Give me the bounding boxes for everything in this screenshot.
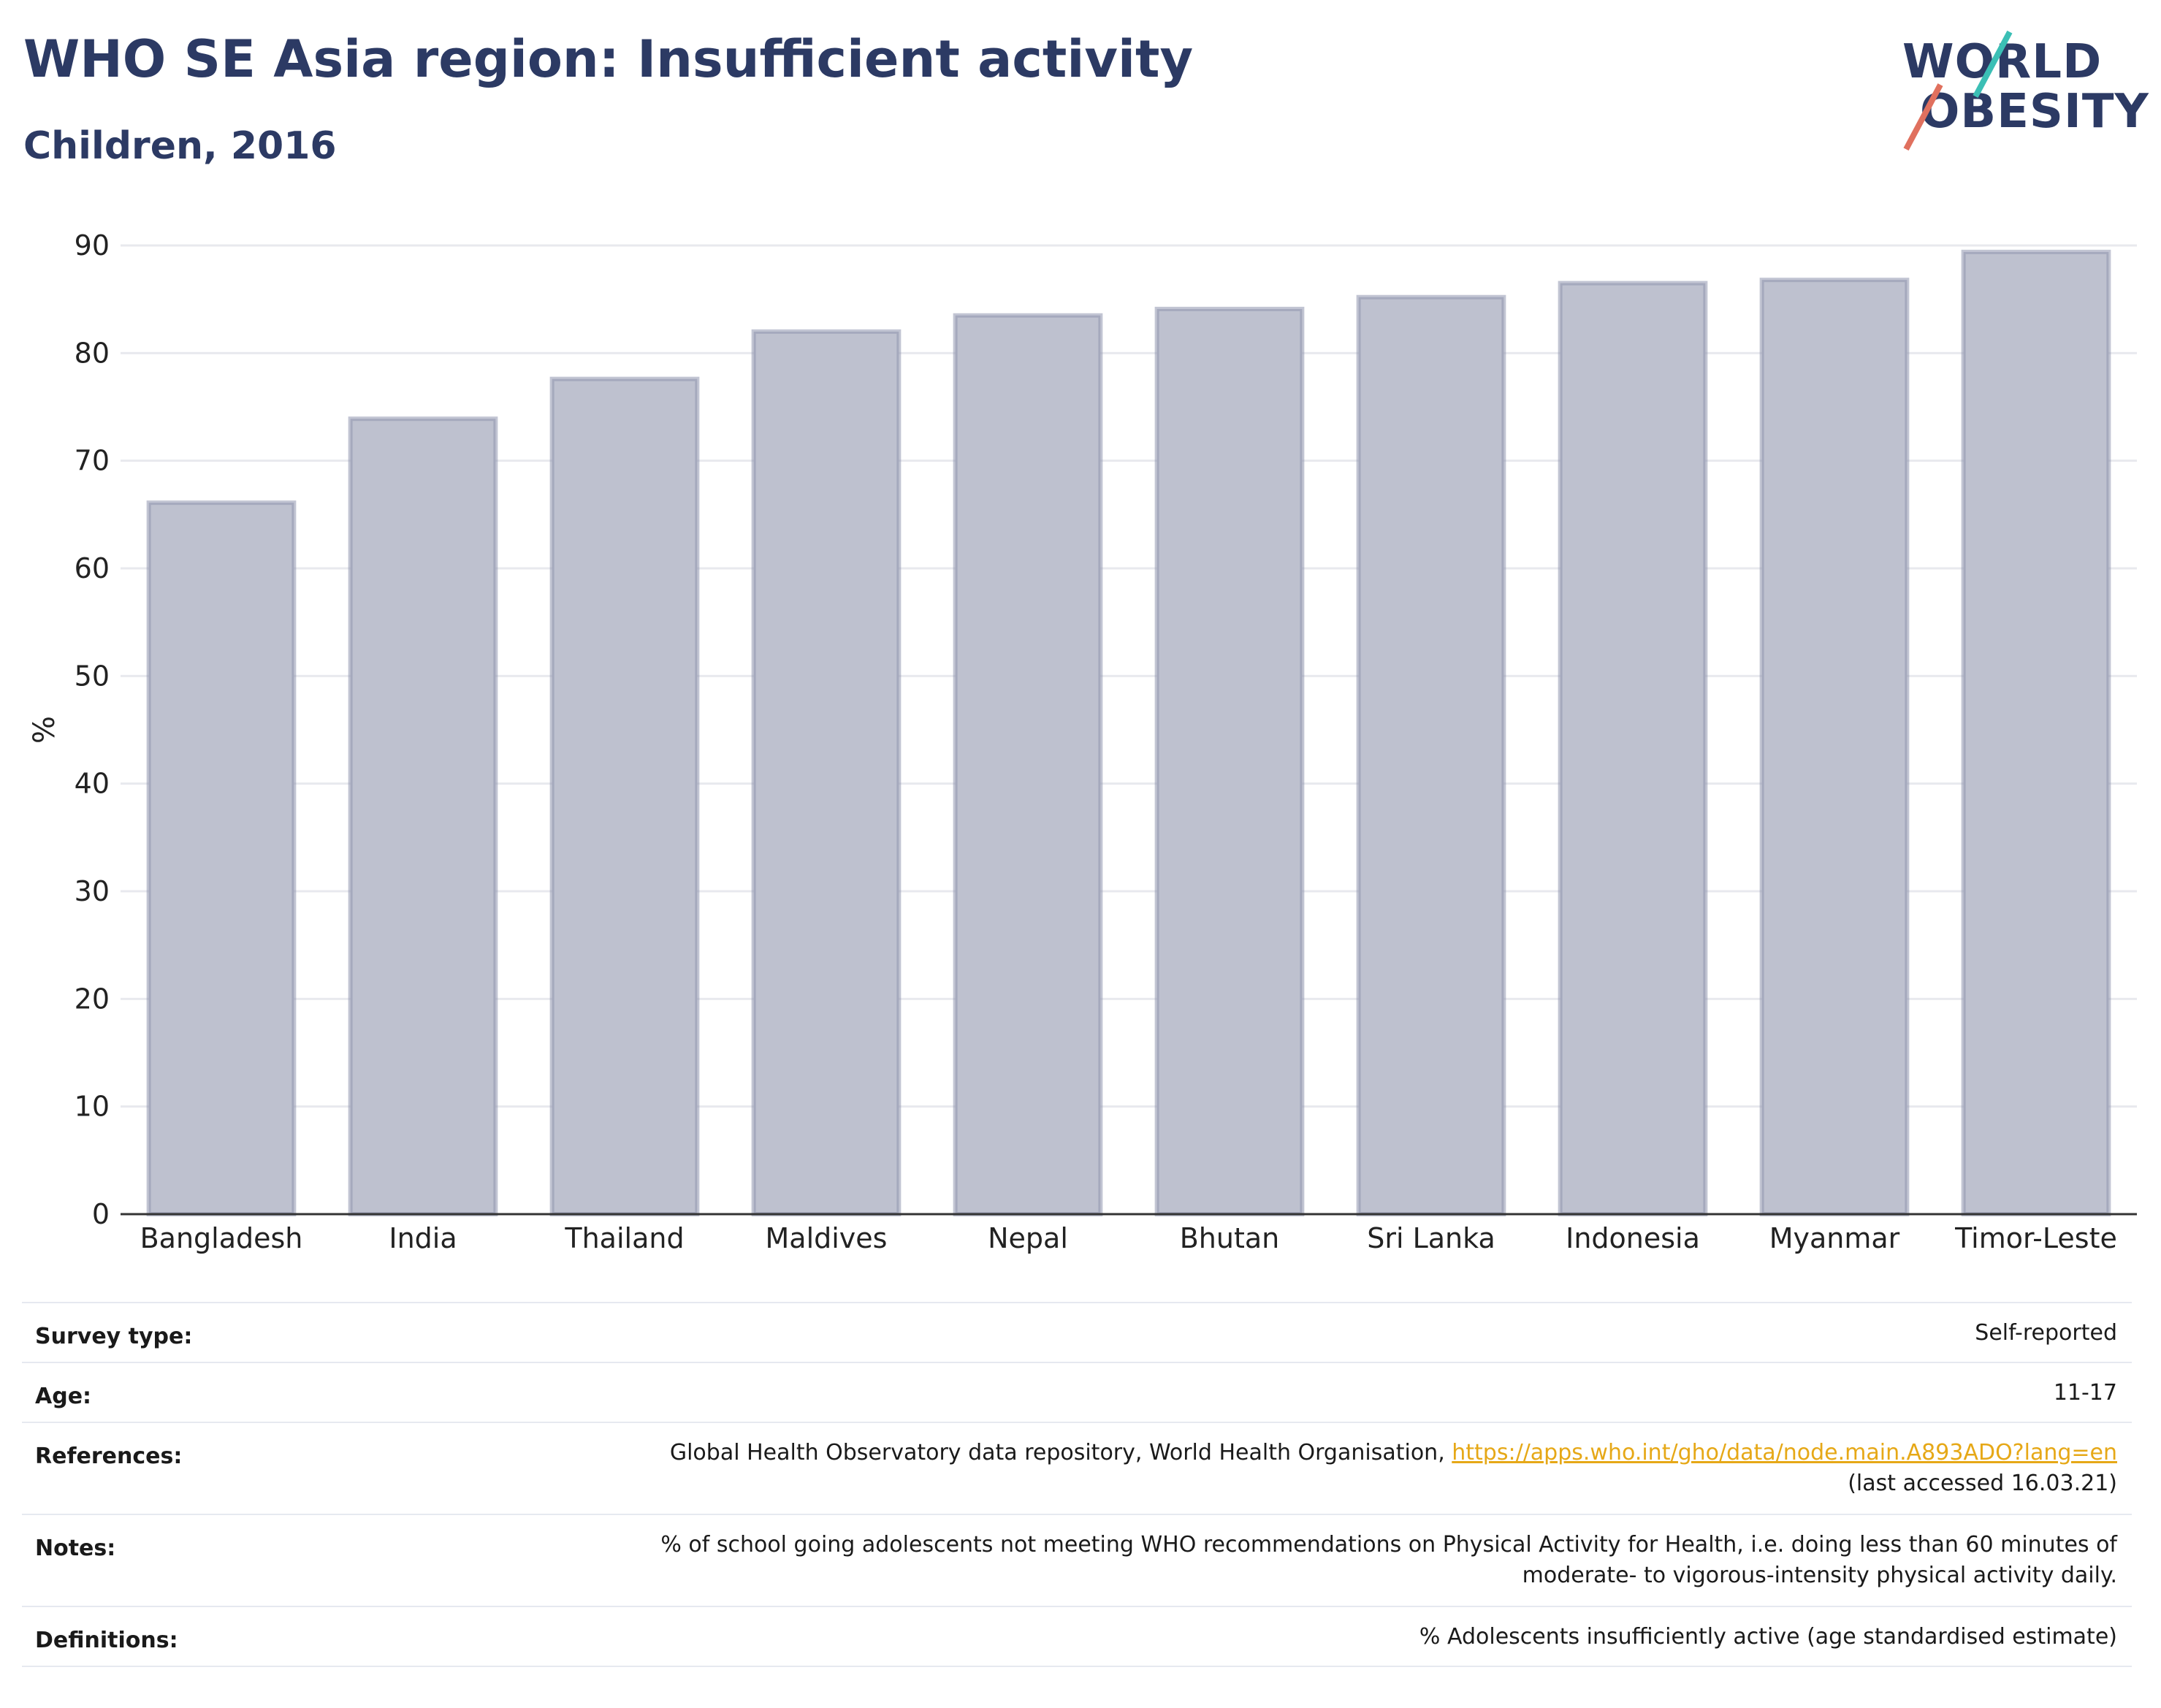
survey-type-label: Survey type: [35, 1324, 193, 1349]
y-tick-label: 80 [75, 337, 110, 369]
bar [953, 313, 1103, 1216]
x-tick-label: Sri Lanka [1367, 1222, 1495, 1254]
chart-title: WHO SE Asia region: Insufficient activit… [23, 29, 1194, 89]
y-tick-label: 50 [75, 660, 110, 692]
bar [1961, 249, 2111, 1217]
y-tick-label: 90 [75, 229, 110, 262]
y-tick-label: 10 [75, 1091, 110, 1123]
info-row-references: References: Global Health Observatory da… [22, 1422, 2132, 1515]
bar [1154, 306, 1305, 1217]
bar [1558, 281, 1708, 1217]
notes-line-1: % of school going adolescents not meetin… [660, 1532, 2117, 1558]
x-tick-label: Nepal [988, 1222, 1068, 1254]
references-line-1: Global Health Observatory data repositor… [670, 1438, 2117, 1468]
bar [751, 329, 902, 1216]
notes-line-2: moderate- to vigorous-intensity physical… [1522, 1563, 2117, 1588]
x-tick-label: Timor-Leste [1954, 1222, 2117, 1254]
y-tick-label: 70 [75, 445, 110, 477]
y-tick-label: 30 [75, 875, 110, 907]
references-link[interactable]: https://apps.who.int/gho/data/node.main.… [1452, 1440, 2117, 1465]
info-table-bottom-border [22, 1666, 2132, 1667]
references-value: Global Health Observatory data repositor… [670, 1438, 2117, 1499]
chart-subtitle: Children, 2016 [23, 124, 337, 168]
bar [1356, 294, 1506, 1217]
notes-value: % of school going adolescents not meetin… [660, 1530, 2117, 1591]
info-row-age: Age: 11-17 [22, 1362, 2132, 1423]
info-row-survey-type: Survey type: Self-reported [22, 1302, 2132, 1363]
age-value: 11-17 [2053, 1380, 2117, 1406]
logo-line-2: OBESITY [1920, 85, 2149, 139]
info-table: Survey type: Self-reported Age: 11-17 Re… [22, 1302, 2132, 1674]
x-tick-label: Maldives [766, 1222, 888, 1254]
references-label: References: [35, 1444, 183, 1469]
y-tick-label: 20 [75, 983, 110, 1015]
y-tick-label: 0 [92, 1198, 110, 1230]
bar [146, 500, 297, 1217]
bar [348, 416, 498, 1216]
notes-label: Notes: [35, 1536, 116, 1561]
age-label: Age: [35, 1384, 92, 1409]
y-axis-title: % [28, 716, 61, 744]
bar [549, 376, 700, 1216]
info-row-definitions: Definitions: % Adolescents insufficientl… [22, 1606, 2132, 1667]
x-tick-label: Bhutan [1180, 1222, 1280, 1254]
x-tick-label: Myanmar [1769, 1222, 1900, 1254]
y-tick-label: 40 [75, 768, 110, 800]
x-tick-label: Indonesia [1566, 1222, 1700, 1254]
x-tick-label: Bangladesh [140, 1222, 303, 1254]
definitions-label: Definitions: [35, 1628, 178, 1653]
y-tick-label: 60 [75, 552, 110, 584]
info-row-notes: Notes: % of school going adolescents not… [22, 1514, 2132, 1607]
bar [1759, 278, 1910, 1217]
x-tick-label: India [389, 1222, 457, 1254]
survey-type-value: Self-reported [1975, 1320, 2117, 1346]
x-tick-label: Thailand [564, 1222, 684, 1254]
definitions-value: % Adolescents insufficiently active (age… [1419, 1624, 2117, 1650]
world-obesity-logo: WORLD OBESITY [1902, 22, 2149, 153]
bar-chart: 0 10 20 30 40 50 60 70 80 90% Bangladesh India Thail… [28, 229, 2137, 1254]
references-accessed: (last accessed 16.03.21) [1848, 1471, 2117, 1496]
references-text: Global Health Observatory data repositor… [669, 1440, 1452, 1465]
